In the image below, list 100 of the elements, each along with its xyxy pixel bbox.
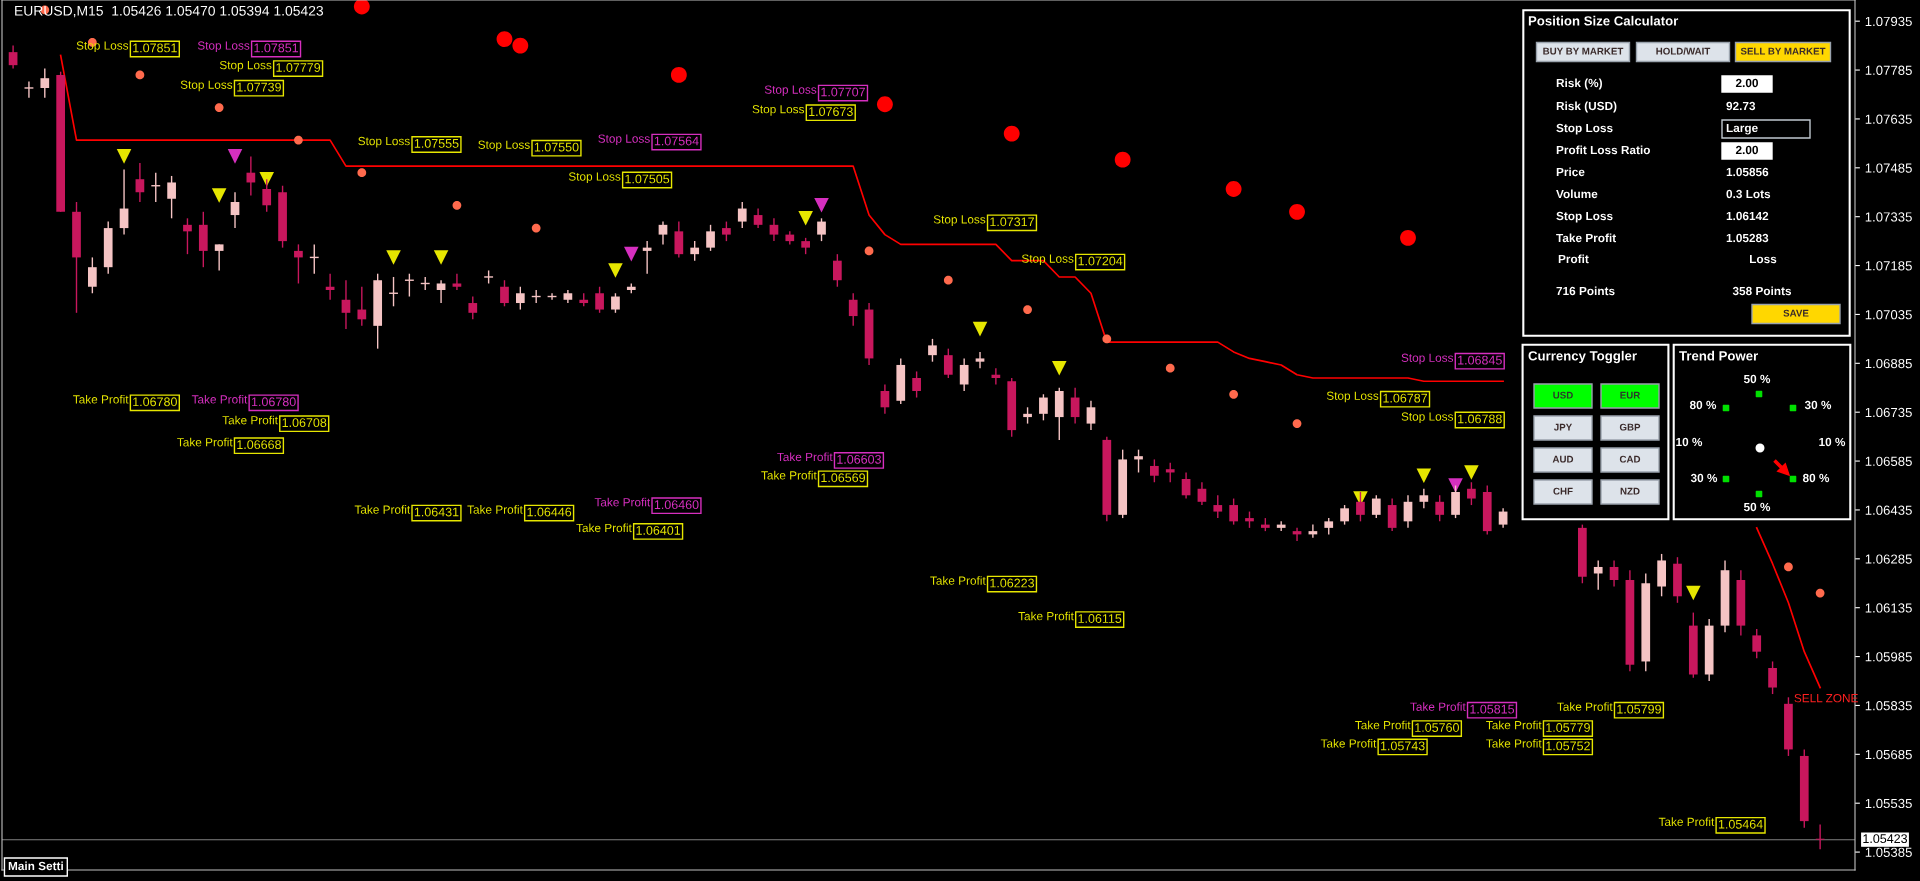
annotation: 716 Points — [1556, 286, 1615, 296]
point — [116, 149, 132, 164]
annotation: 1.07564 — [654, 136, 699, 146]
candlestick — [848, 292, 858, 327]
point — [1225, 181, 1242, 197]
candlestick — [642, 240, 652, 275]
annotation: 1.05799 — [1617, 704, 1661, 714]
annotation: Stop Loss — [598, 134, 650, 146]
candlestick — [167, 175, 176, 220]
point — [496, 31, 513, 48]
annotation: Large — [1726, 123, 1758, 135]
candlestick — [722, 220, 731, 242]
y-tick-label: 1.07035 — [1865, 310, 1912, 320]
annotation: Take Profit — [1556, 233, 1616, 243]
annotation: 1.05464 — [1718, 819, 1763, 829]
annotation: 1.06668 — [237, 440, 281, 450]
y-tick-label: 1.06735 — [1865, 407, 1912, 418]
candlestick — [135, 162, 145, 203]
annotation: SAVE — [1783, 309, 1809, 317]
point — [624, 246, 639, 262]
candlestick — [40, 67, 50, 99]
candlestick — [1181, 471, 1191, 500]
point — [972, 321, 988, 337]
annotation: 92.73 — [1726, 101, 1756, 111]
annotation: 1.06569 — [821, 473, 866, 483]
point — [512, 37, 529, 54]
annotation: 1.06780 — [251, 397, 296, 407]
annotation: Stop Loss — [933, 215, 986, 226]
annotation: Take Profit — [73, 394, 129, 404]
annotation: Take Profit — [777, 452, 833, 462]
annotation: Take Profit — [222, 415, 278, 425]
annotation: Profit Loss Ratio — [1556, 145, 1650, 155]
candlestick — [833, 253, 842, 288]
point — [1784, 562, 1793, 572]
point — [814, 198, 829, 213]
candlestick — [880, 383, 890, 415]
candlestick — [23, 80, 35, 99]
y-tick-label: 1.05835 — [1865, 701, 1912, 711]
annotation: 1.05752 — [1546, 741, 1590, 751]
annotation: Stop Loss — [764, 85, 817, 97]
annotation: 1.06708 — [282, 418, 327, 428]
annotation: 1.07204 — [1078, 256, 1123, 266]
annotation: 1.06845 — [1458, 355, 1502, 365]
candlestick — [611, 292, 620, 314]
annotation: SELL BY MARKET — [1740, 47, 1826, 55]
annotation: 50 % — [1743, 502, 1771, 512]
point — [386, 250, 401, 265]
candlestick — [1039, 393, 1048, 422]
annotation: NZD — [1620, 487, 1640, 495]
y-tick-label: 1.05685 — [1865, 749, 1912, 760]
point — [452, 200, 462, 210]
annotation: 1.06780 — [133, 397, 177, 407]
candlestick — [500, 279, 509, 307]
annotation: 30 % — [1804, 400, 1832, 410]
candlestick — [1752, 628, 1762, 659]
candlestick — [928, 338, 937, 363]
annotation: Take Profit — [1486, 738, 1542, 748]
candlestick — [1387, 497, 1397, 532]
annotation: 1.05283 — [1726, 233, 1769, 243]
candlestick — [658, 220, 668, 246]
candlestick — [1435, 494, 1445, 523]
annotation: Take Profit — [1018, 611, 1074, 621]
candlestick — [262, 178, 272, 213]
point — [135, 70, 145, 80]
annotation: 1.07317 — [990, 217, 1034, 227]
annotation: 1.05815 — [1470, 704, 1515, 714]
annotation: Loss — [1750, 254, 1777, 264]
point — [1815, 588, 1825, 598]
annotation: Stop Loss — [197, 41, 250, 53]
candlestick — [1371, 494, 1381, 519]
annotation: Take Profit — [930, 576, 986, 585]
annotation: Stop Loss — [1401, 353, 1454, 365]
annotation: 80 % — [1802, 473, 1830, 483]
annotation: Take Profit — [354, 505, 411, 514]
annotation: Stop Loss — [76, 41, 129, 53]
candlestick — [341, 279, 351, 330]
candlestick — [1609, 559, 1619, 588]
annotation: 50 % — [1743, 374, 1771, 384]
point — [798, 211, 813, 226]
annotation: 1.07851 — [133, 43, 177, 53]
annotation: Stop Loss — [180, 80, 233, 92]
candlestick — [706, 224, 715, 252]
point — [1229, 389, 1239, 399]
point — [1165, 363, 1175, 373]
candlestick — [1498, 507, 1508, 529]
annotation: 1.07707 — [821, 87, 865, 97]
candlestick — [1276, 520, 1286, 532]
annotation: Profit — [1558, 254, 1589, 264]
annotation: 1.07673 — [809, 107, 853, 117]
y-tick-label: 1.07485 — [1865, 163, 1912, 173]
point — [1051, 360, 1067, 376]
annotation: Stop Loss — [219, 60, 272, 72]
annotation: Volume — [1556, 189, 1598, 199]
candlestick — [183, 217, 192, 255]
annotation: 30 % — [1690, 473, 1718, 483]
annotation: 1.06788 — [1458, 414, 1502, 424]
annotation: 1.06460 — [654, 500, 699, 510]
candlestick — [975, 351, 985, 369]
candlestick — [8, 44, 18, 70]
text: Currency Toggler — [1528, 350, 1637, 364]
